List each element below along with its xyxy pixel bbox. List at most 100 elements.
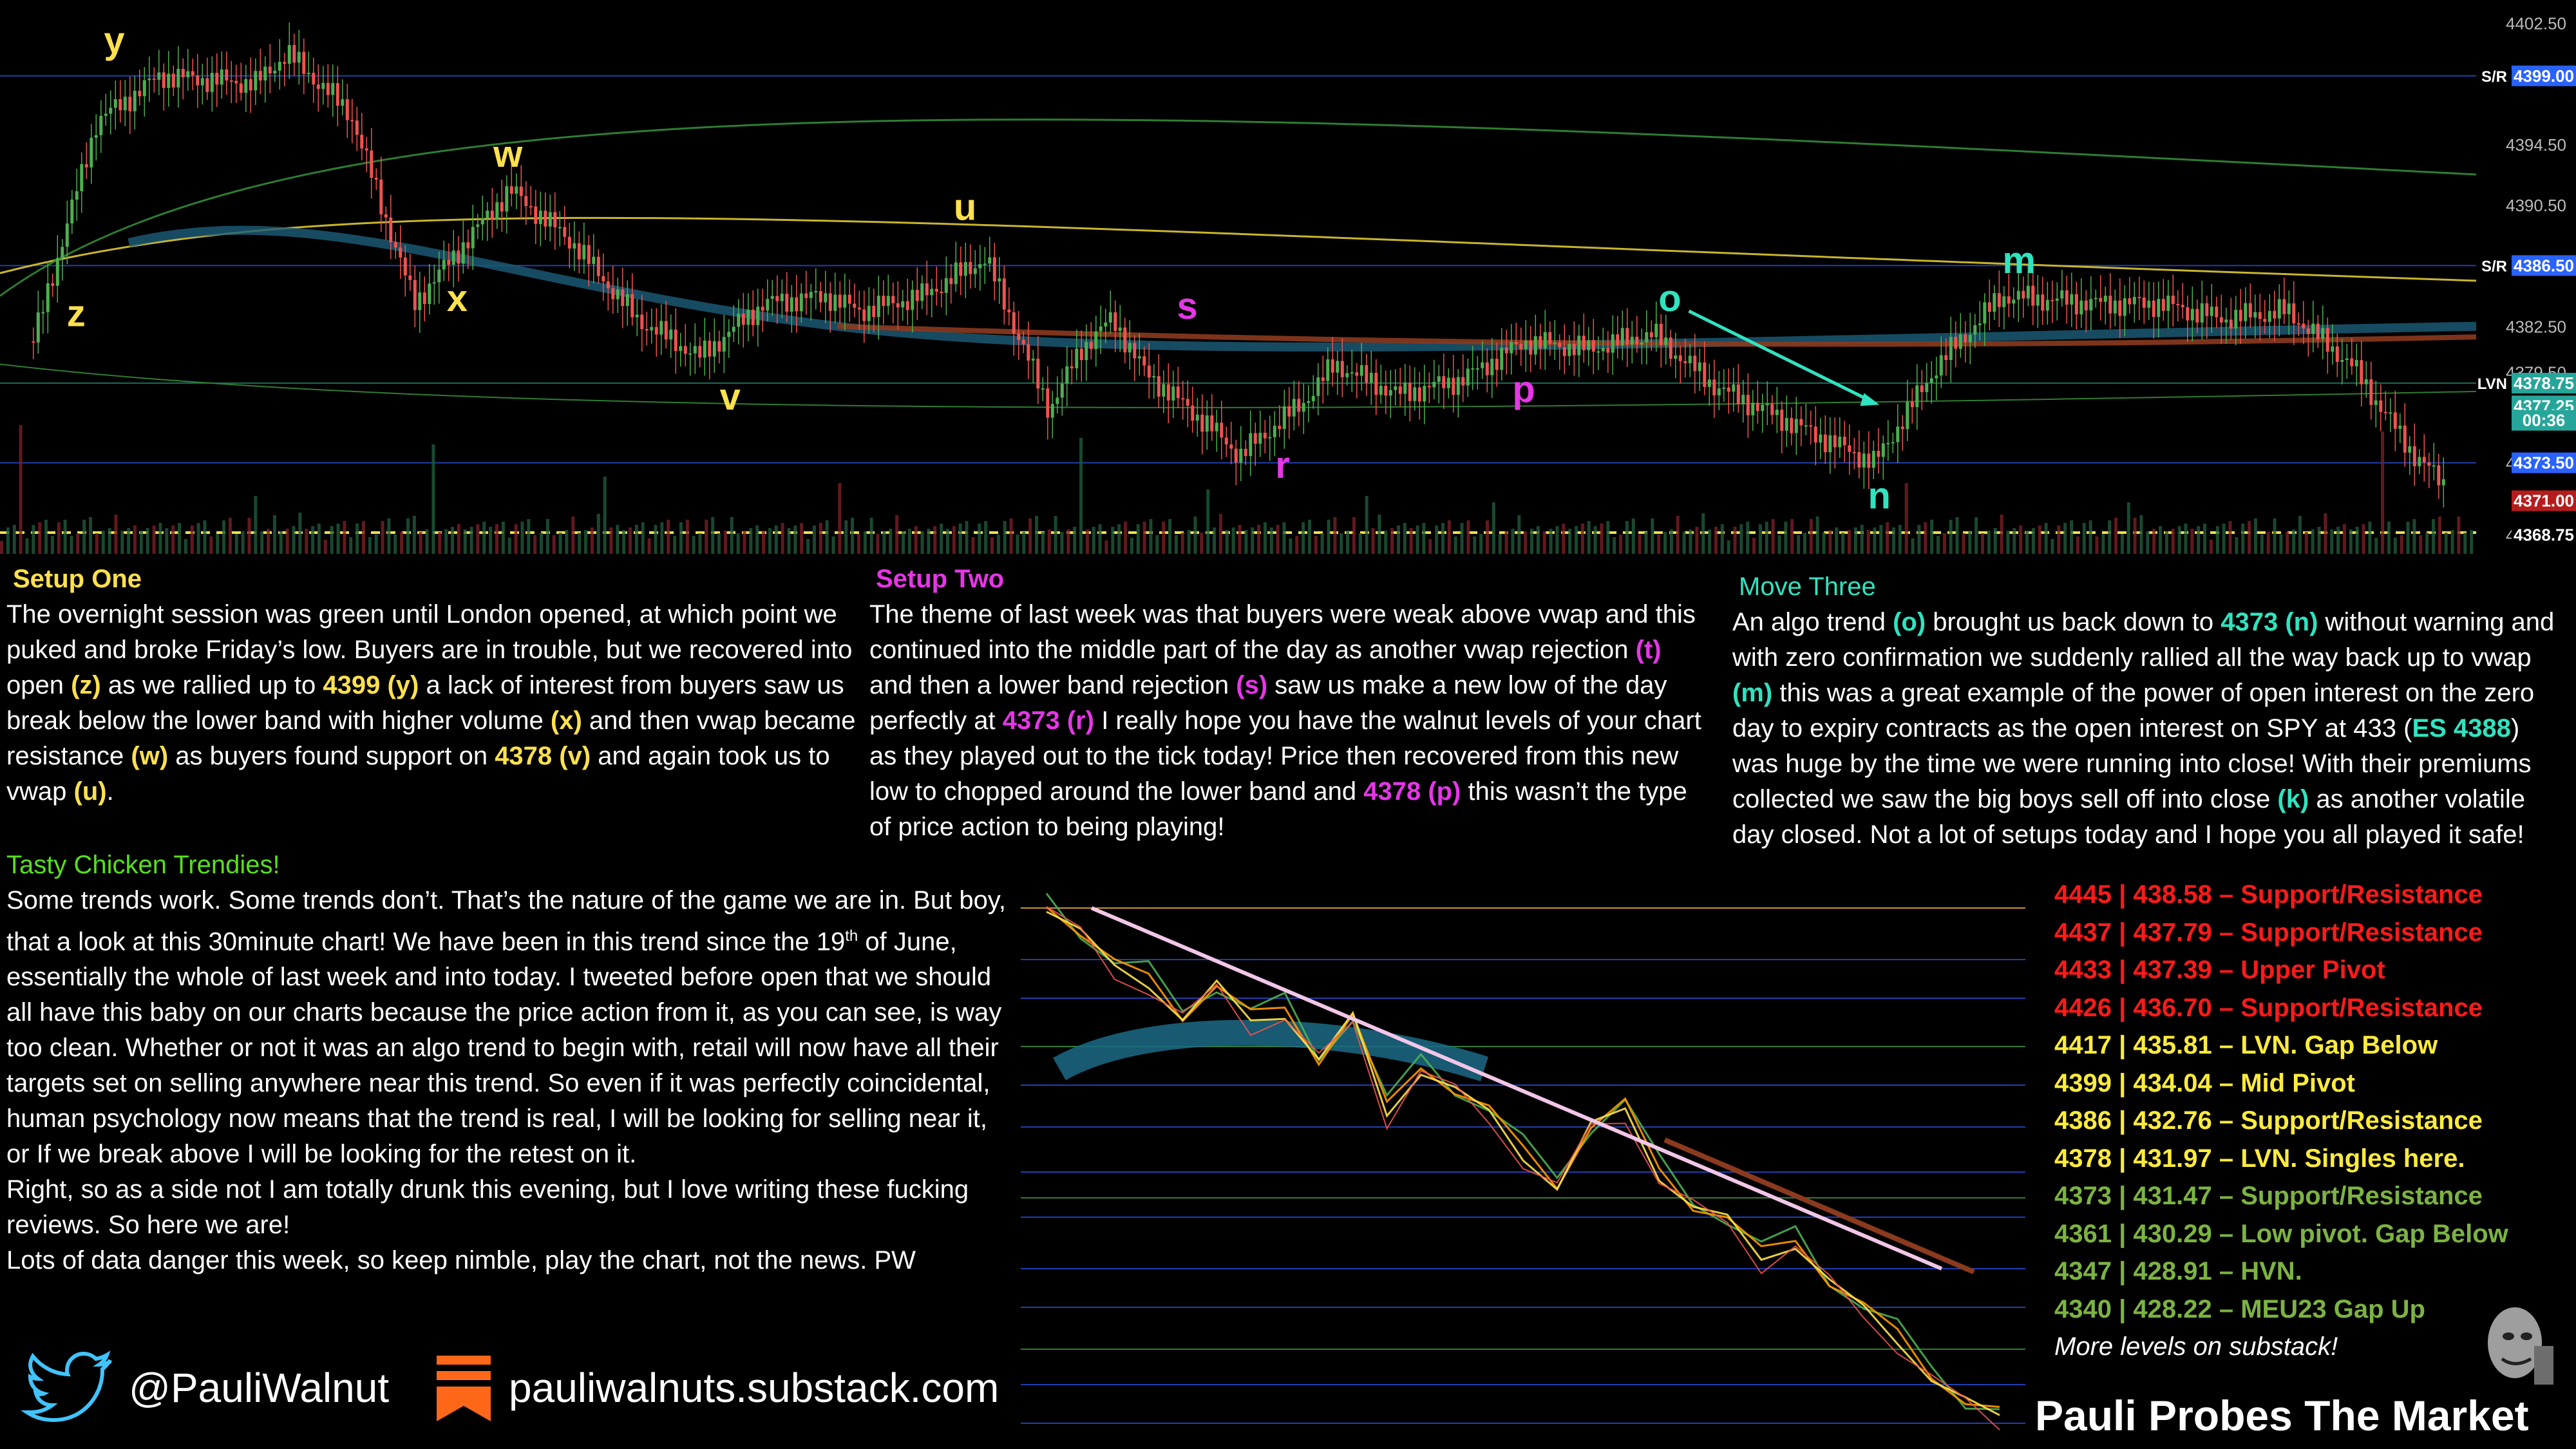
candle-body <box>451 251 455 265</box>
candle-body <box>2065 290 2069 305</box>
candle-body <box>1104 322 1108 327</box>
candle-body <box>2306 328 2310 334</box>
volume-bar <box>25 538 29 554</box>
volume-bar <box>2152 529 2156 554</box>
text-run: The overnight session was green until Lo… <box>6 600 853 699</box>
volume-bar <box>2222 524 2226 554</box>
candle-body <box>1249 433 1253 457</box>
volume-bar <box>698 533 702 554</box>
volume-bar <box>482 522 486 554</box>
volume-bar <box>571 516 575 554</box>
volume-bar <box>1276 525 1280 554</box>
candle-body <box>437 269 441 283</box>
volume-bar <box>1975 517 1978 554</box>
tasty-para1: Some trends work. Some trends don’t. Tha… <box>6 883 1011 1172</box>
volume-bar <box>1307 520 1311 554</box>
candle-body <box>1790 418 1794 433</box>
candle-body <box>886 296 890 306</box>
volume-bar <box>1853 527 1857 554</box>
volume-bar <box>1047 529 1051 554</box>
candle-body <box>1200 414 1204 432</box>
candle-body <box>413 279 417 310</box>
candle-body <box>133 90 137 111</box>
candle-body <box>833 294 837 311</box>
candle-body <box>432 282 436 284</box>
candle-body <box>973 268 977 274</box>
volume-bar <box>2387 522 2391 554</box>
point-label-x: x <box>447 278 468 319</box>
candle-body <box>1171 386 1175 401</box>
candle-body <box>905 301 909 310</box>
volume-bar <box>1924 522 1927 554</box>
volume-bar <box>254 496 258 554</box>
candle-body <box>2205 303 2209 316</box>
volume-bar <box>1384 531 1388 554</box>
candle-body <box>1935 375 1938 379</box>
candle-body <box>1722 387 1726 389</box>
substack-link[interactable]: pauliwalnuts.substack.com <box>431 1349 999 1426</box>
candle-body <box>519 186 523 196</box>
candle-body <box>297 52 301 63</box>
candle-body <box>732 327 735 332</box>
candle-body <box>1060 383 1064 398</box>
candle-body <box>2418 457 2421 466</box>
volume-bar <box>1790 519 1794 554</box>
volume-bar <box>1054 516 1057 554</box>
algo-trendline <box>1688 309 1874 404</box>
volume-bar <box>2209 540 2213 554</box>
volume-bar <box>1162 522 1166 554</box>
volume-bar <box>812 526 816 554</box>
volume-bar <box>1142 522 1146 554</box>
candle-body <box>828 293 832 311</box>
candle-body <box>1867 453 1871 468</box>
candle-body <box>2195 308 2199 323</box>
candle-body <box>384 214 388 218</box>
candle-body <box>1504 347 1508 354</box>
candle-body <box>370 150 374 178</box>
candle-body <box>2229 319 2233 329</box>
candle-body <box>824 293 828 303</box>
candle-body <box>2287 303 2291 314</box>
candle-body <box>1176 386 1180 399</box>
candle-body <box>1142 356 1146 366</box>
level-item: 4417 | 435.81 – LVN. Gap Below <box>2054 1031 2438 1059</box>
candle-body <box>1900 426 1904 430</box>
volume-bar <box>1028 518 1032 554</box>
volume-bar <box>2349 529 2353 554</box>
candle-body <box>1108 312 1112 323</box>
volume-bar <box>514 524 518 554</box>
volume-bar <box>108 528 111 554</box>
price-badge-text: 00:36 <box>2523 411 2566 430</box>
candle-body <box>1239 448 1243 463</box>
mini-series-line <box>1046 906 2000 1408</box>
volume-bar <box>2342 524 2346 554</box>
volume-bar <box>1378 515 1381 554</box>
volume-bar <box>355 524 359 554</box>
volume-bar <box>1511 529 1515 554</box>
candle-body <box>998 278 1001 281</box>
candle-body <box>1587 340 1591 350</box>
point-label-s: s <box>1177 285 1197 327</box>
volume-bar <box>1155 535 1159 554</box>
candle-body <box>727 332 731 337</box>
volume-bar <box>755 526 759 554</box>
candle-body <box>1133 343 1137 359</box>
volume-bar <box>1460 523 1464 554</box>
candle-body <box>1220 422 1224 438</box>
green-ma <box>0 118 2477 297</box>
candle-body <box>215 73 219 85</box>
candle-body <box>2137 297 2141 299</box>
volume-bar <box>489 527 493 554</box>
candle-body <box>331 83 335 95</box>
volume-bar <box>2063 523 2067 554</box>
volume-bar <box>317 524 321 554</box>
volume-bar <box>2266 532 2270 554</box>
twitter-handle[interactable]: @PauliWalnut <box>19 1349 389 1426</box>
candle-body <box>920 283 924 301</box>
candle-body <box>350 120 354 122</box>
volume-bar <box>2292 529 2296 554</box>
volume-bar <box>1891 527 1895 554</box>
candle-body <box>1553 343 1557 345</box>
volume-bar <box>978 524 981 554</box>
candle-body <box>1336 361 1340 373</box>
